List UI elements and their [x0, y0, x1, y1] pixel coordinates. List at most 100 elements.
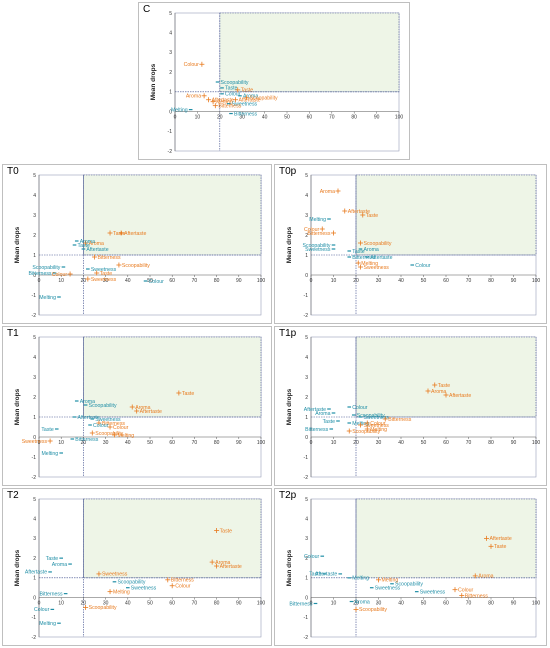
x-tick-label: 60	[169, 278, 175, 284]
y-tick-label: 2	[169, 70, 172, 76]
data-point: Aroma	[425, 388, 446, 395]
y-tick-label: 5	[33, 497, 36, 503]
point-label: Scoopability	[359, 607, 387, 613]
chart-title: T0	[7, 166, 19, 177]
x-tick-label: 0	[38, 601, 41, 607]
data-point: Bitterness	[229, 111, 257, 117]
point-label: Bitterness	[234, 111, 257, 117]
point-label: Aroma	[215, 560, 230, 566]
data-point: Bitterness	[96, 420, 125, 427]
x-tick-label: 60	[443, 440, 449, 446]
point-label: Aroma	[80, 399, 95, 405]
y-tick-label: 2	[305, 556, 308, 562]
x-tick-label: 40	[262, 115, 268, 121]
point-label: Bitterness	[218, 103, 241, 109]
data-point: Sweetness	[22, 438, 53, 445]
x-tick-label: 90	[374, 115, 380, 121]
x-tick-label: 60	[169, 440, 175, 446]
data-point: Melting	[107, 589, 130, 595]
data-point: Taste	[41, 427, 59, 433]
point-label: Bitterness	[289, 601, 312, 607]
data-point: Taste	[220, 86, 238, 92]
x-tick-label: 90	[236, 440, 242, 446]
point-label: Aroma	[89, 241, 104, 247]
x-tick-label: 70	[192, 601, 198, 607]
point-label: Scoopability	[364, 241, 392, 247]
y-tick-label: -1	[32, 293, 37, 299]
data-point: Colour	[34, 607, 55, 613]
point-label: Bitterness	[102, 421, 125, 427]
point-label: Aftertaste	[449, 393, 471, 399]
y-tick-label: -1	[304, 455, 309, 461]
point-label: Scoopability	[303, 243, 331, 249]
x-tick-label: 10	[331, 440, 337, 446]
point-label: Aftertaste	[304, 407, 326, 413]
x-tick-label: 0	[38, 440, 41, 446]
data-point: Taste	[235, 87, 253, 94]
point-label: Bitterness	[307, 231, 330, 237]
data-point: Scoopability	[346, 428, 381, 435]
data-point: Aroma	[472, 573, 494, 580]
y-tick-label: -1	[168, 129, 173, 135]
data-point: Sweetness	[305, 247, 336, 253]
y-tick-label: 1	[305, 253, 308, 259]
data-point: Colour	[52, 271, 73, 278]
y-tick-label: 5	[33, 335, 36, 341]
point-label: Aftertaste	[315, 572, 337, 578]
data-point: Scoopability	[353, 606, 387, 613]
point-label: Aftertaste	[86, 247, 108, 253]
y-axis-label: Mean drops	[286, 388, 293, 425]
data-point: Taste	[347, 249, 365, 255]
x-tick-label: 40	[398, 440, 404, 446]
point-label: Bitterness	[40, 591, 63, 597]
x-tick-label: 70	[466, 278, 472, 284]
y-tick-label: -2	[32, 475, 37, 481]
x-tick-label: 30	[103, 278, 109, 284]
point-label: Melting	[370, 427, 387, 433]
point-label: Melting	[113, 589, 130, 595]
point-label: Taste	[113, 231, 126, 237]
point-label: Taste	[220, 528, 233, 534]
point-label: Bitterness	[98, 255, 121, 261]
data-point: Sweetness	[358, 264, 389, 271]
point-label: Aftertaste	[370, 255, 392, 261]
data-point: Melting	[355, 260, 378, 267]
point-label: Melting	[171, 107, 188, 113]
data-point: Melting	[171, 107, 193, 113]
point-label: Taste	[78, 243, 91, 249]
point-label: Aftertaste	[25, 570, 47, 576]
x-tick-label: 0	[174, 115, 177, 121]
data-point: Aftertaste	[484, 535, 512, 542]
data-point: Colour	[452, 587, 474, 593]
y-tick-label: 3	[305, 213, 308, 219]
x-tick-label: 80	[214, 278, 220, 284]
data-point: Aroma	[358, 247, 379, 253]
point-label: Taste	[225, 86, 238, 92]
point-label: Sweetness	[305, 247, 331, 253]
data-point: Bitterness	[382, 416, 412, 423]
chart-title: T2p	[279, 490, 297, 501]
x-tick-label: 60	[169, 601, 175, 607]
x-tick-label: 100	[257, 601, 266, 607]
point-label: Aftertaste	[78, 415, 100, 421]
data-point: Bitterness	[212, 103, 242, 109]
data-point: Colour	[107, 424, 129, 431]
y-tick-label: -2	[304, 635, 309, 641]
point-label: Sweetness	[375, 586, 401, 592]
data-point: Sweetness	[369, 586, 401, 592]
point-label: Taste	[100, 271, 113, 277]
data-point: Aftertaste	[315, 572, 343, 578]
data-point: Aroma	[129, 404, 151, 411]
data-point: Bitterness	[40, 591, 68, 597]
y-tick-label: 2	[305, 233, 308, 239]
point-label: Melting	[309, 217, 326, 223]
point-label: Sweetness	[232, 101, 258, 107]
y-tick-label: 3	[169, 50, 172, 56]
x-tick-label: 70	[466, 601, 472, 607]
point-label: Aroma	[80, 239, 95, 245]
y-tick-label: 0	[33, 273, 36, 279]
